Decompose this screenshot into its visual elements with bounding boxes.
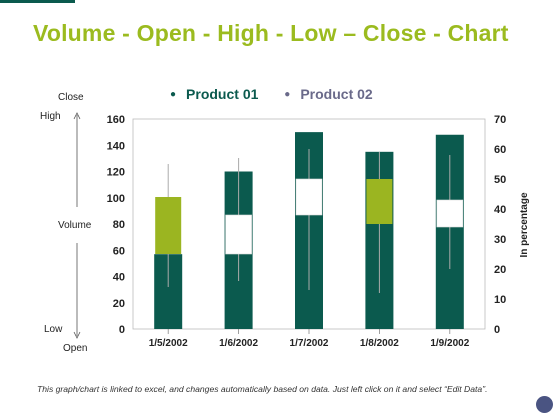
page-title: Volume - Open - High - Low – Close - Cha…: [33, 20, 509, 46]
y-tick-label: 60: [113, 245, 125, 257]
y2-tick-label: 50: [494, 174, 506, 186]
y-tick-label: 100: [107, 193, 125, 205]
legend-item-product-01[interactable]: ● Product 01: [170, 86, 258, 102]
x-tick-label: 1/6/2002: [219, 338, 258, 349]
legend-label: Product 01: [186, 86, 259, 102]
y2-tick-label: 20: [494, 264, 506, 276]
y-tick-label: 20: [113, 298, 125, 310]
y2-tick-label: 60: [494, 144, 506, 156]
top-accent-bar: [0, 0, 75, 3]
up-box: [366, 179, 393, 224]
chart-legend: ● Product 01 ● Product 02: [170, 86, 395, 102]
y2-axis-title: In percentage: [519, 192, 530, 257]
y2-tick-label: 40: [494, 204, 506, 216]
x-tick-label: 1/7/2002: [290, 338, 329, 349]
arrow-up-icon: [73, 112, 81, 120]
down-box: [436, 199, 464, 228]
up-box: [155, 197, 182, 254]
side-label-high: High: [40, 111, 61, 122]
legend-bullet-icon: ●: [284, 89, 291, 100]
legend-item-product-02[interactable]: ● Product 02: [284, 86, 372, 102]
x-tick-label: 1/9/2002: [430, 338, 469, 349]
side-label-close: Close: [58, 92, 84, 103]
y2-tick-label: 0: [494, 324, 500, 336]
arrow-down-icon: [73, 331, 81, 339]
x-tick-label: 1/5/2002: [149, 338, 188, 349]
y-tick-label: 80: [113, 219, 125, 231]
y-tick-label: 160: [107, 114, 125, 126]
side-label-volume: Volume: [58, 220, 92, 231]
y2-tick-label: 70: [494, 114, 506, 126]
plot-group: 0 20 40 60 80 100 120 140 160 0 10 20 30 40 50 60 70 1/5/…: [107, 114, 507, 349]
x-tick-label: 1/8/2002: [360, 338, 399, 349]
y-tick-label: 140: [107, 140, 125, 152]
side-label-open: Open: [63, 343, 88, 354]
y-tick-label: 120: [107, 167, 125, 179]
y-tick-label: 0: [119, 324, 125, 336]
y-tick-label: 40: [113, 272, 125, 284]
y2-tick-label: 30: [494, 234, 506, 246]
corner-circle-icon: [536, 396, 553, 413]
footer-note: This graph/chart is linked to excel, and…: [37, 384, 488, 394]
side-label-low: Low: [44, 324, 63, 335]
down-box: [225, 214, 252, 255]
down-box: [295, 178, 323, 216]
y2-tick-label: 10: [494, 294, 506, 306]
legend-bullet-icon: ●: [170, 89, 177, 100]
legend-label: Product 02: [300, 86, 373, 102]
